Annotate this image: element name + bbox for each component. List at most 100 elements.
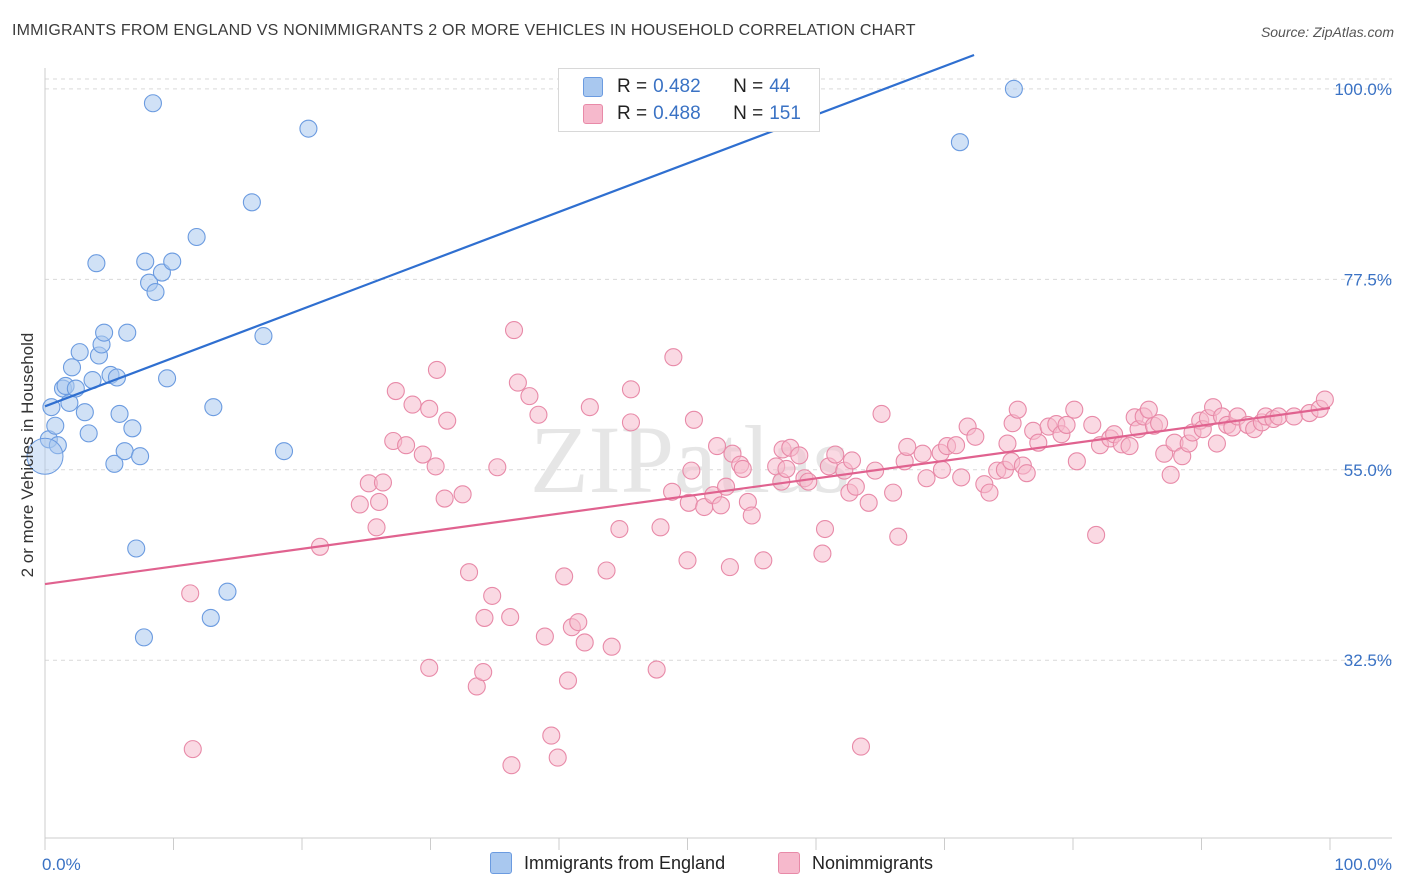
nonimmigrants-point xyxy=(851,737,871,756)
nonimmigrants-point xyxy=(651,518,670,537)
correlation-stats-box: R = 0.482 N = 44 R = 0.488 N = 151 xyxy=(558,68,820,132)
nonimmigrants-points xyxy=(181,321,1334,775)
nonimmigrants-point xyxy=(799,472,818,491)
nonimmigrants-point xyxy=(842,451,862,470)
nonimmigrants-point xyxy=(529,405,548,424)
legend-item-nonimmigrants[interactable]: Nonimmigrants xyxy=(778,852,933,874)
immigrants-point xyxy=(204,398,223,417)
nonimmigrants-point xyxy=(474,663,493,682)
nonimmigrants-point xyxy=(569,613,588,632)
y-tick-label: 55.0% xyxy=(1344,461,1392,480)
nonimmigrants-point xyxy=(1087,525,1106,545)
nonimmigrants-point xyxy=(1065,400,1084,419)
immigrants-point xyxy=(152,263,171,282)
nonimmigrants-point xyxy=(475,608,494,627)
immigrants-point xyxy=(79,424,98,443)
nonimmigrants-point xyxy=(1315,390,1334,409)
immigrants-point xyxy=(110,404,129,423)
nonimmigrants-point xyxy=(932,460,951,479)
nonimmigrants-point xyxy=(813,544,832,563)
nonimmigrants-point xyxy=(575,633,594,652)
y-tick-labels: 32.5% 55.0% 77.5% 100.0% xyxy=(1334,80,1392,670)
nonimmigrants-point xyxy=(548,748,567,767)
legend: Immigrants from England Nonimmigrants xyxy=(0,852,1406,878)
chart-title: IMMIGRANTS FROM ENGLAND VS NONIMMIGRANTS… xyxy=(12,22,916,39)
nonimmigrants-point xyxy=(884,483,903,502)
nonimmigrants-point xyxy=(397,436,416,455)
nonimmigrants-point xyxy=(580,398,599,417)
nonimmigrants-point xyxy=(597,561,616,580)
nonimmigrants-point xyxy=(501,608,520,627)
nonimmigrants-point xyxy=(898,437,917,456)
nonimmigrants-point xyxy=(453,485,472,504)
nonimmigrants-point xyxy=(1161,465,1180,484)
immigrants-point xyxy=(105,454,124,473)
y-tick-label: 77.5% xyxy=(1344,270,1392,289)
nonimmigrants-point xyxy=(426,457,445,476)
y-tick-label: 32.5% xyxy=(1344,651,1392,670)
nonimmigrants-swatch xyxy=(583,104,603,124)
nonimmigrants-point xyxy=(427,360,446,379)
immigrants-point xyxy=(136,252,155,271)
immigrants-point xyxy=(75,403,94,422)
nonimmigrants-point xyxy=(998,434,1017,453)
immigrants-point xyxy=(1004,79,1023,98)
nonimmigrants-point xyxy=(535,627,554,646)
immigrants-point xyxy=(163,252,182,271)
nonimmigrants-point xyxy=(602,637,621,656)
immigrants-point xyxy=(158,369,177,388)
nonimmigrants-point xyxy=(889,527,908,546)
nonimmigrants-point xyxy=(183,740,202,759)
nonimmigrants-point xyxy=(980,483,999,502)
immigrants-point xyxy=(62,358,82,377)
immigrants-point xyxy=(131,447,150,466)
nonimmigrants-point xyxy=(872,404,891,423)
n-label: N = xyxy=(733,76,764,97)
legend-item-immigrants[interactable]: Immigrants from England xyxy=(490,852,725,874)
nonimmigrants-point xyxy=(1120,437,1139,456)
nonimmigrants-point xyxy=(846,477,865,496)
immigrants-point xyxy=(242,193,261,212)
nonimmigrants-point xyxy=(966,427,985,446)
immigrants-point xyxy=(254,326,273,346)
gridlines xyxy=(45,78,1392,661)
immigrants-point xyxy=(146,282,165,302)
n-value: 44 xyxy=(769,76,791,97)
immigrants-point xyxy=(134,628,153,647)
immigrants-point-large xyxy=(26,437,64,475)
nonimmigrants-point xyxy=(1155,444,1174,463)
nonimmigrants-point xyxy=(777,459,796,478)
nonimmigrants-point xyxy=(647,660,666,679)
immigrants-point xyxy=(187,227,206,247)
immigrants-point xyxy=(201,608,220,627)
immigrants-point xyxy=(127,539,146,558)
nonimmigrants-point xyxy=(542,726,561,745)
nonimmigrants-point xyxy=(1008,400,1027,419)
nonimmigrants-point xyxy=(663,482,682,501)
n-value: 151 xyxy=(769,103,801,124)
nonimmigrants-point xyxy=(826,445,845,464)
nonimmigrants-point xyxy=(708,437,727,456)
nonimmigrants-point xyxy=(1057,415,1076,434)
nonimmigrants-point xyxy=(815,519,835,539)
nonimmigrants-point xyxy=(917,469,936,488)
stats-row-nonimmigrants: R = 0.488 N = 151 xyxy=(583,101,801,127)
nonimmigrants-point xyxy=(1017,464,1036,483)
nonimmigrants-point xyxy=(664,348,683,367)
nonimmigrants-point xyxy=(558,671,578,690)
y-tick-label: 100.0% xyxy=(1334,80,1392,99)
nonimmigrants-point xyxy=(435,489,454,508)
nonimmigrants-point xyxy=(370,492,389,511)
nonimmigrants-point xyxy=(733,459,752,478)
immigrants-point xyxy=(70,343,89,362)
immigrants-point xyxy=(87,254,106,273)
nonimmigrants-point xyxy=(350,495,369,514)
nonimmigrants-point xyxy=(555,567,574,586)
legend-label: Immigrants from England xyxy=(524,852,726,873)
nonimmigrants-point xyxy=(859,493,878,512)
nonimmigrants-point xyxy=(742,506,761,525)
nonimmigrants-point xyxy=(621,413,641,432)
nonimmigrants-point xyxy=(1207,434,1226,453)
nonimmigrants-point xyxy=(610,519,629,539)
